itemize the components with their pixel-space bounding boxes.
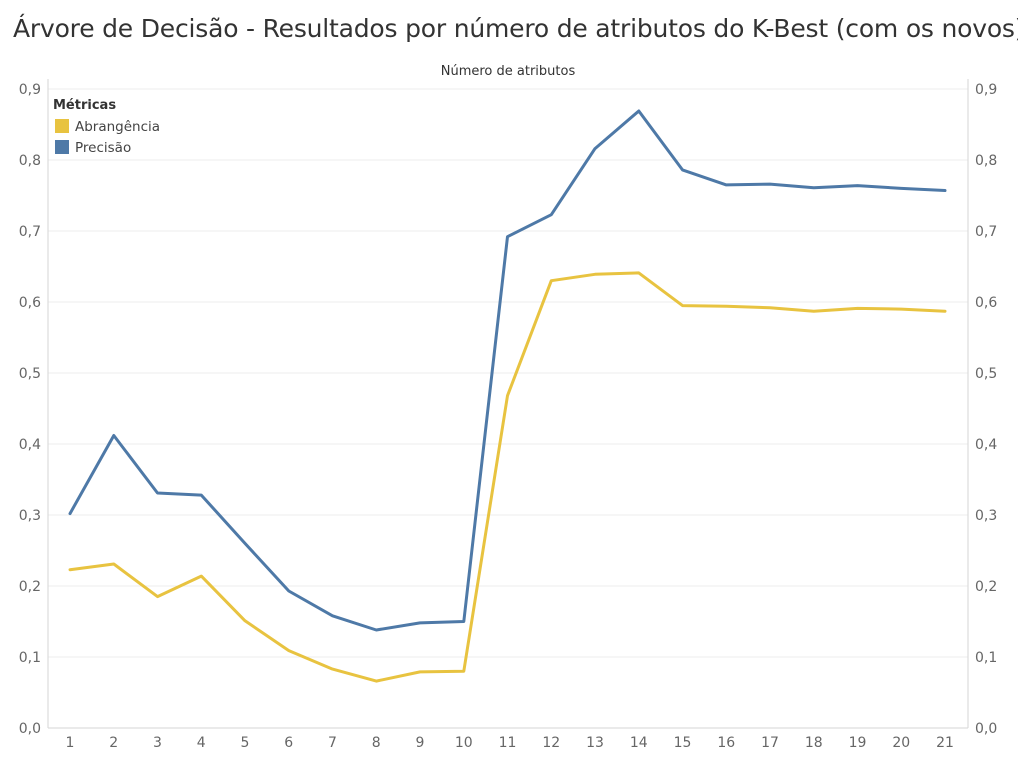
y-tick-label-right: 0,7 xyxy=(975,224,997,240)
y-tick-label-right: 0,5 xyxy=(975,366,997,382)
y-tick-label-left: 0,6 xyxy=(19,295,41,311)
y-tick-label-left: 0,3 xyxy=(19,508,41,524)
y-tick-label-right: 0,4 xyxy=(975,437,997,453)
gridlines xyxy=(48,88,968,729)
x-tick-label: 5 xyxy=(241,735,250,751)
x-tick-label: 14 xyxy=(630,735,648,751)
legend-label[interactable]: Precisão xyxy=(75,140,131,156)
y-tick-label-left: 0,5 xyxy=(19,366,41,382)
legend-swatch[interactable] xyxy=(55,140,69,154)
y-tick-label-right: 0,3 xyxy=(975,508,997,524)
x-tick-label: 17 xyxy=(761,735,779,751)
x-tick-label: 6 xyxy=(284,735,293,751)
series-lines xyxy=(68,109,947,683)
y-tick-label-right: 0,2 xyxy=(975,579,997,595)
x-tick-label: 19 xyxy=(849,735,867,751)
y-tick-label-left: 0,9 xyxy=(19,82,41,98)
x-tick-label: 4 xyxy=(197,735,206,751)
y-tick-label-left: 0,2 xyxy=(19,579,41,595)
y-tick-label-right: 0,0 xyxy=(975,721,997,737)
x-tick-label: 10 xyxy=(455,735,473,751)
x-tick-label: 1 xyxy=(66,735,75,751)
x-axis-title: Número de atributos xyxy=(441,64,576,79)
legend-title: Métricas xyxy=(53,98,116,113)
axes: 0,0 0,0 0,1 0,1 0,2 0,2 0,3 0,3 0,4 0,4 0,5 0,5 0,6 0… xyxy=(19,79,997,751)
y-tick-label-left: 0,8 xyxy=(19,153,41,169)
x-tick-label: 20 xyxy=(892,735,910,751)
chart-title: Árvore de Decisão - Resultados por númer… xyxy=(13,14,1018,43)
y-tick-label-right: 0,1 xyxy=(975,650,997,666)
legend[interactable]: Métricas Abrangência Precisão xyxy=(53,98,160,156)
x-tick-label: 7 xyxy=(328,735,337,751)
x-tick-label: 3 xyxy=(153,735,162,751)
x-tick-label: 18 xyxy=(805,735,823,751)
legend-swatch[interactable] xyxy=(55,119,69,133)
series-line-precisao[interactable] xyxy=(68,109,947,632)
y-tick-label-left: 0,1 xyxy=(19,650,41,666)
y-tick-label-left: 0,7 xyxy=(19,224,41,240)
x-tick-label: 12 xyxy=(542,735,560,751)
x-tick-label: 21 xyxy=(936,735,954,751)
x-tick-label: 15 xyxy=(674,735,692,751)
x-tick-label: 9 xyxy=(416,735,425,751)
y-tick-label-right: 0,6 xyxy=(975,295,997,311)
y-tick-label-right: 0,9 xyxy=(975,82,997,98)
x-tick-label: 2 xyxy=(109,735,118,751)
legend-label[interactable]: Abrangência xyxy=(75,119,160,135)
x-tick-label: 16 xyxy=(717,735,735,751)
y-tick-label-left: 0,4 xyxy=(19,437,41,453)
x-tick-label: 11 xyxy=(499,735,517,751)
y-tick-label-left: 0,0 xyxy=(19,721,41,737)
y-tick-label-right: 0,8 xyxy=(975,153,997,169)
x-tick-label: 8 xyxy=(372,735,381,751)
x-tick-label: 13 xyxy=(586,735,604,751)
series-line-abrangencia[interactable] xyxy=(68,271,947,683)
